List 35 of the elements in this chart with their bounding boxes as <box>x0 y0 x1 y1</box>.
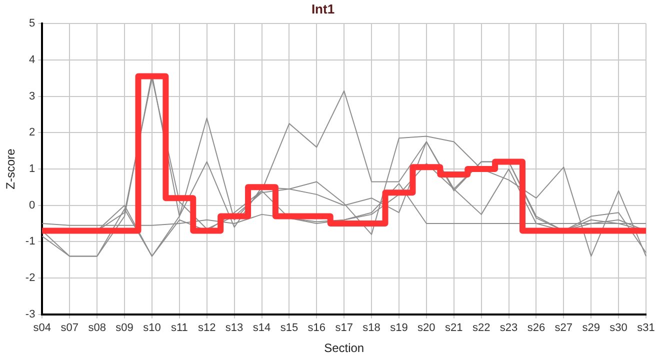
x-tick-label: s23 <box>500 322 518 334</box>
x-tick-label: s19 <box>390 322 408 334</box>
x-tick-label: s07 <box>60 322 78 334</box>
x-axis-title: Section <box>324 341 364 356</box>
x-tick-label: s09 <box>116 322 134 334</box>
y-tick-label: -3 <box>25 308 36 320</box>
y-tick-label: -2 <box>25 272 36 284</box>
x-tick-label: s11 <box>170 322 188 334</box>
x-tick-label: s18 <box>362 322 380 334</box>
x-tick-label: s20 <box>418 322 436 334</box>
chart-title: Int1 <box>311 1 335 16</box>
y-tick-label: 4 <box>29 54 36 66</box>
x-tick-label: s14 <box>252 322 271 334</box>
x-tick-label: s29 <box>582 322 600 334</box>
x-tick-label: s10 <box>143 322 161 334</box>
y-tick-label: 0 <box>29 199 36 212</box>
x-tick-label: s17 <box>335 322 353 334</box>
x-tick-label: s16 <box>308 322 326 334</box>
x-tick-label: s21 <box>445 322 463 334</box>
x-tick-label: s12 <box>198 322 216 334</box>
y-tick-label: -1 <box>25 236 36 248</box>
y-axis-title: Z-score <box>4 148 18 190</box>
x-tick-label: s27 <box>554 322 573 334</box>
y-tick-label: 1 <box>29 163 36 176</box>
y-tick-label: 5 <box>29 18 36 30</box>
x-tick-label: s15 <box>280 322 298 334</box>
y-tick-label: 2 <box>29 126 36 139</box>
x-tick-label: s26 <box>527 322 546 334</box>
x-tick-label: s04 <box>33 322 52 334</box>
x-tick-label: s31 <box>637 322 655 334</box>
x-tick-label: s22 <box>472 322 490 334</box>
y-tick-label: 3 <box>29 90 36 102</box>
x-tick-label: s08 <box>88 322 106 334</box>
x-tick-label: s30 <box>610 322 628 334</box>
x-tick-label: s13 <box>225 322 244 334</box>
